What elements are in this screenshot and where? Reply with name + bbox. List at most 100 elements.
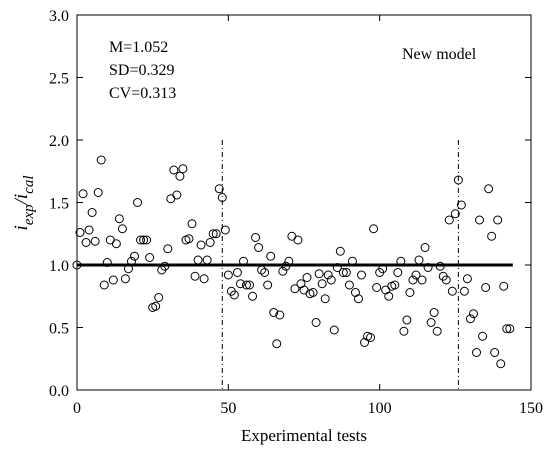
data-point	[287, 231, 297, 241]
data-point	[472, 348, 482, 357]
data-point	[108, 275, 118, 285]
data-point	[133, 198, 143, 207]
data-point	[199, 274, 209, 284]
data-point	[72, 260, 82, 270]
y-tick-label: 0.5	[49, 321, 69, 338]
model-label: New model	[402, 46, 477, 63]
data-point	[299, 285, 309, 295]
data-points	[72, 155, 515, 369]
data-point	[232, 268, 242, 277]
x-tick-label: 100	[368, 400, 392, 417]
data-point	[111, 239, 121, 249]
data-point	[202, 255, 212, 265]
data-point	[447, 286, 457, 296]
data-point	[102, 258, 112, 267]
stats-annotation: M=1.052 SD=0.329 CV=0.313	[109, 39, 176, 102]
data-point	[130, 251, 140, 261]
data-point	[217, 193, 227, 202]
stat-cv: CV=0.313	[109, 85, 176, 102]
data-point	[260, 268, 270, 277]
data-point	[172, 190, 182, 200]
data-point	[169, 165, 179, 175]
data-point	[184, 234, 194, 244]
data-point	[384, 291, 394, 301]
data-point	[275, 310, 285, 320]
data-point	[126, 256, 136, 266]
data-point	[190, 271, 200, 281]
data-point	[350, 288, 360, 297]
data-point	[160, 261, 170, 271]
data-point	[329, 325, 339, 335]
data-point	[272, 339, 282, 349]
data-point	[214, 184, 224, 194]
data-point	[459, 286, 469, 296]
data-point	[281, 261, 291, 271]
y-tick-label: 1.0	[49, 258, 69, 275]
y-label-main: i	[11, 225, 32, 230]
data-point	[120, 274, 130, 284]
data-point	[487, 231, 497, 241]
data-point	[484, 184, 494, 194]
data-point	[357, 270, 367, 280]
data-point	[462, 274, 472, 284]
data-point	[290, 284, 300, 294]
data-point	[248, 291, 258, 301]
x-tick-label: 50	[220, 400, 236, 417]
data-point	[320, 294, 330, 304]
y-label-sub-cal: cal	[21, 176, 37, 194]
data-point	[317, 279, 327, 289]
data-point	[423, 263, 433, 272]
y-label-separator: /i	[11, 194, 32, 206]
data-point	[408, 275, 418, 285]
data-point	[426, 318, 436, 327]
data-point	[323, 270, 333, 280]
data-point	[229, 290, 239, 300]
data-point	[90, 236, 100, 246]
data-point	[369, 224, 379, 234]
data-point	[278, 266, 288, 276]
data-point	[284, 256, 294, 266]
data-point	[435, 261, 445, 271]
x-tick-label: 150	[519, 400, 543, 417]
data-point	[75, 228, 85, 237]
data-point	[139, 235, 149, 245]
data-point	[393, 268, 403, 277]
data-point	[465, 314, 475, 324]
data-point	[193, 255, 203, 265]
data-point	[99, 280, 109, 290]
y-tick-label: 2.5	[49, 71, 69, 88]
data-point	[151, 301, 161, 311]
data-point	[475, 215, 485, 225]
data-point	[136, 235, 146, 245]
data-point	[205, 238, 215, 247]
data-point	[308, 288, 318, 297]
data-point	[493, 215, 503, 225]
data-point	[341, 268, 351, 277]
data-point	[441, 275, 451, 285]
data-point	[456, 200, 466, 210]
y-label-sub-exp: exp	[21, 204, 37, 225]
data-point	[123, 264, 133, 274]
data-point	[163, 244, 173, 254]
data-point	[432, 326, 442, 336]
data-point	[211, 229, 221, 239]
data-point	[347, 256, 357, 266]
data-point	[429, 308, 439, 317]
data-point	[314, 269, 324, 279]
data-point	[450, 209, 460, 219]
data-point	[114, 214, 124, 224]
data-point	[444, 215, 454, 225]
data-point	[220, 225, 230, 235]
data-point	[105, 235, 115, 245]
data-point	[481, 283, 491, 292]
data-point	[154, 293, 164, 302]
data-point	[326, 275, 336, 285]
y-tick-label: 3.0	[49, 8, 69, 25]
data-point	[235, 279, 245, 289]
data-point	[293, 235, 303, 245]
data-point	[311, 318, 321, 327]
data-point	[263, 280, 273, 290]
y-axis-ticks: 0.0 0.5 1.0 1.5 2.0 2.5 3.0	[49, 8, 531, 400]
data-point	[396, 256, 406, 266]
